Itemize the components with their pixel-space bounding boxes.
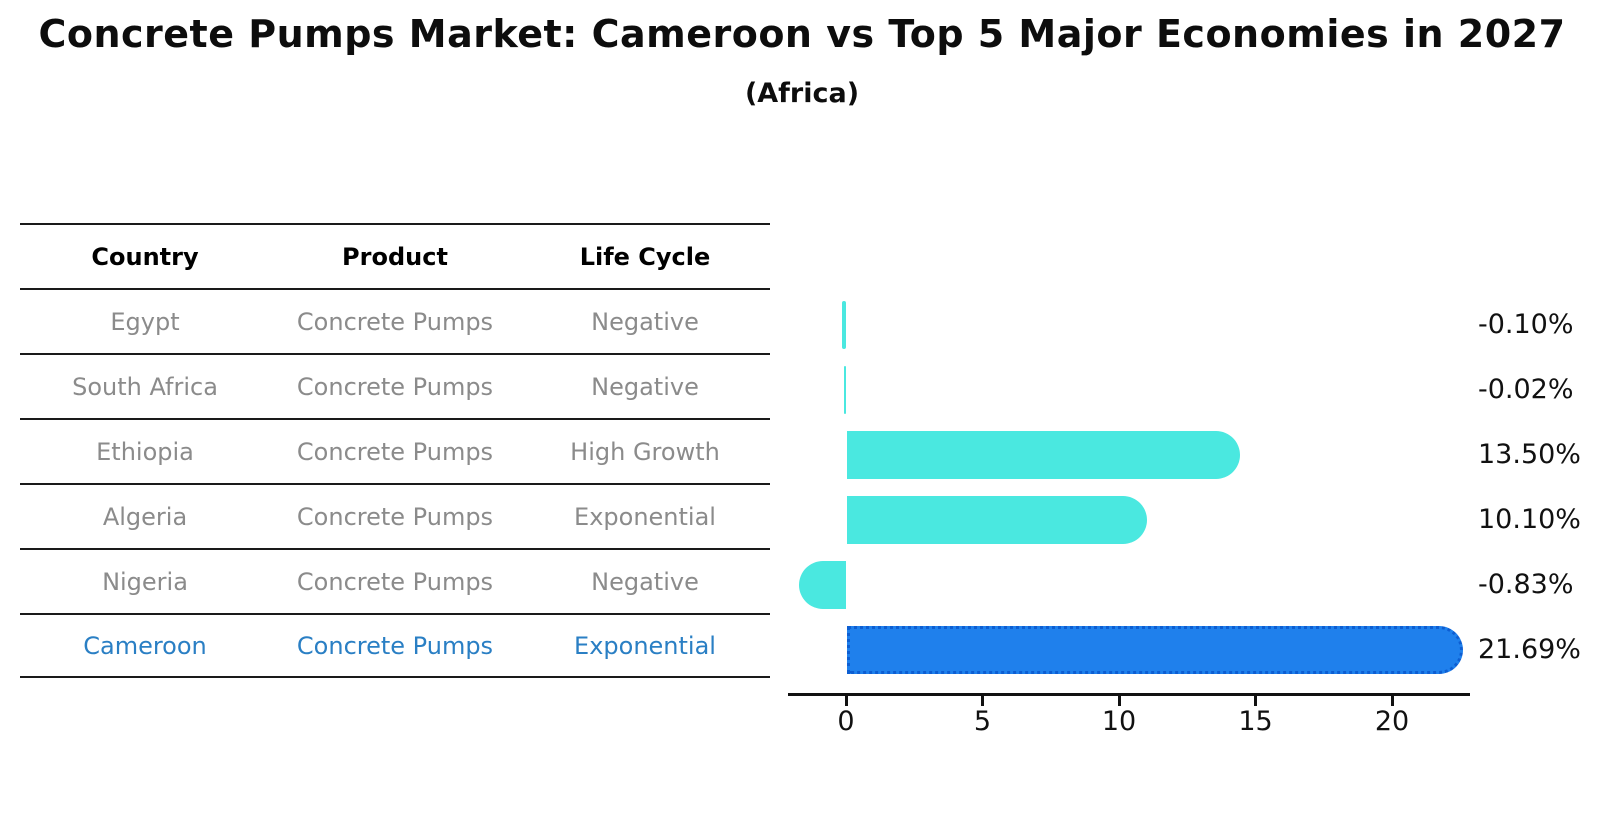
cell-product: Concrete Pumps xyxy=(296,502,494,531)
x-axis-tick xyxy=(1117,696,1121,706)
cell-life-cycle: Exponential xyxy=(574,631,716,660)
x-axis-tick-label: 0 xyxy=(837,706,855,737)
table-header-row: Country Product Life Cycle xyxy=(20,223,770,288)
x-axis-line xyxy=(788,693,1470,696)
column-header-product: Product xyxy=(342,242,448,271)
bar-algeria xyxy=(847,495,1147,544)
x-axis-tick xyxy=(844,696,848,706)
page-subtitle: (Africa) xyxy=(744,78,860,109)
cell-life-cycle: Negative xyxy=(591,567,699,596)
cell-country: Algeria xyxy=(102,502,188,531)
cell-product: Concrete Pumps xyxy=(296,372,494,401)
cell-country: Ethiopia xyxy=(96,437,194,466)
value-label-egypt: -0.10% xyxy=(1478,308,1574,340)
cell-product: Concrete Pumps xyxy=(296,307,494,336)
cell-product: Concrete Pumps xyxy=(296,567,494,596)
value-label-algeria: 10.10% xyxy=(1478,503,1581,535)
comparison-table: Country Product Life Cycle Egypt Concret… xyxy=(20,223,770,678)
column-header-life-cycle: Life Cycle xyxy=(579,242,711,271)
table-row-cameroon: Cameroon Concrete Pumps Exponential xyxy=(20,613,770,678)
value-label-ethiopia: 13.50% xyxy=(1478,438,1581,470)
cell-life-cycle: High Growth xyxy=(570,437,720,466)
x-axis-tick-label: 20 xyxy=(1374,706,1410,737)
column-header-country: Country xyxy=(91,242,199,271)
table-row-algeria: Algeria Concrete Pumps Exponential xyxy=(20,483,770,548)
cell-product: Concrete Pumps xyxy=(296,631,494,660)
bar-egypt xyxy=(842,300,846,349)
page-title: Concrete Pumps Market: Cameroon vs Top 5… xyxy=(38,12,1566,56)
cell-product: Concrete Pumps xyxy=(296,437,494,466)
x-axis-tick-label: 15 xyxy=(1238,706,1273,737)
x-axis-tick-label: 10 xyxy=(1101,706,1137,737)
cell-country: Egypt xyxy=(110,307,180,336)
x-axis-tick-label: 5 xyxy=(973,706,992,737)
cell-life-cycle: Exponential xyxy=(574,502,716,531)
bar-south-africa xyxy=(844,365,846,414)
x-axis-tick xyxy=(1254,696,1257,706)
bar-nigeria xyxy=(799,560,846,609)
cell-country: South Africa xyxy=(72,372,218,401)
bar-cameroon xyxy=(847,625,1463,674)
cell-country: Cameroon xyxy=(83,631,207,660)
x-axis-tick xyxy=(1390,696,1394,706)
table-row-nigeria: Nigeria Concrete Pumps Negative xyxy=(20,548,770,613)
value-label-cameroon: 21.69% xyxy=(1478,633,1581,665)
table-row-ethiopia: Ethiopia Concrete Pumps High Growth xyxy=(20,418,770,483)
x-axis-tick xyxy=(981,696,984,706)
bar-ethiopia xyxy=(847,430,1240,479)
table-row-egypt: Egypt Concrete Pumps Negative xyxy=(20,288,770,353)
table-row-south-africa: South Africa Concrete Pumps Negative xyxy=(20,353,770,418)
cell-country: Nigeria xyxy=(102,567,188,596)
value-label-nigeria: -0.83% xyxy=(1478,568,1574,600)
cell-life-cycle: Negative xyxy=(591,372,699,401)
cell-life-cycle: Negative xyxy=(591,307,699,336)
value-label-south-africa: -0.02% xyxy=(1478,373,1574,405)
